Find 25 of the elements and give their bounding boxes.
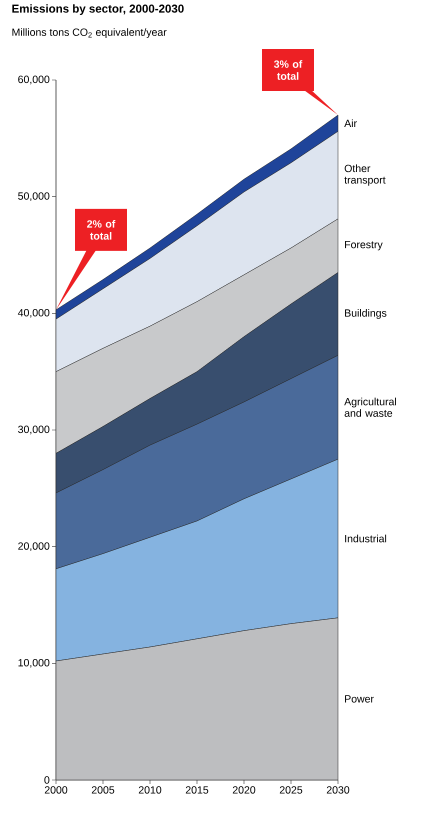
series-label: Other transport <box>344 164 386 186</box>
x-tick-label: 2020 <box>232 786 256 794</box>
y-tick-label: 0 <box>44 776 50 784</box>
series-label: Industrial <box>345 534 386 542</box>
y-tick-label: 10,000 <box>18 659 50 668</box>
y-tick-label: 20,000 <box>18 542 50 552</box>
y-axis-title: Millions tons CO$_{2}$ equivalent/year <box>12 28 167 38</box>
series-label: Forestry <box>345 240 383 250</box>
series-label: Buildings <box>345 309 386 319</box>
x-tick-label: 2030 <box>326 786 350 794</box>
x-tick-label: 2000 <box>44 786 68 794</box>
y-tick-label: 30,000 <box>18 426 50 434</box>
x-tick-label: 2005 <box>92 786 114 794</box>
text: 3% of total <box>274 60 302 80</box>
series-label: Agricultural and waste <box>344 398 396 417</box>
chart-title: Emissions by sector, 2000-2030 <box>12 4 184 15</box>
annotation: 2% of total <box>87 220 116 240</box>
series-label: Power <box>345 695 374 703</box>
y-tick-label: 60,000 <box>18 76 50 84</box>
x-tick-label: 2010 <box>138 786 162 794</box>
y-tick-label: 40,000 <box>18 308 50 318</box>
x-tick-label: 2015 <box>186 786 208 794</box>
x-tick-label: 2025 <box>280 786 302 794</box>
series-label: Air <box>344 119 357 127</box>
y-tick-label: 50,000 <box>18 192 50 201</box>
